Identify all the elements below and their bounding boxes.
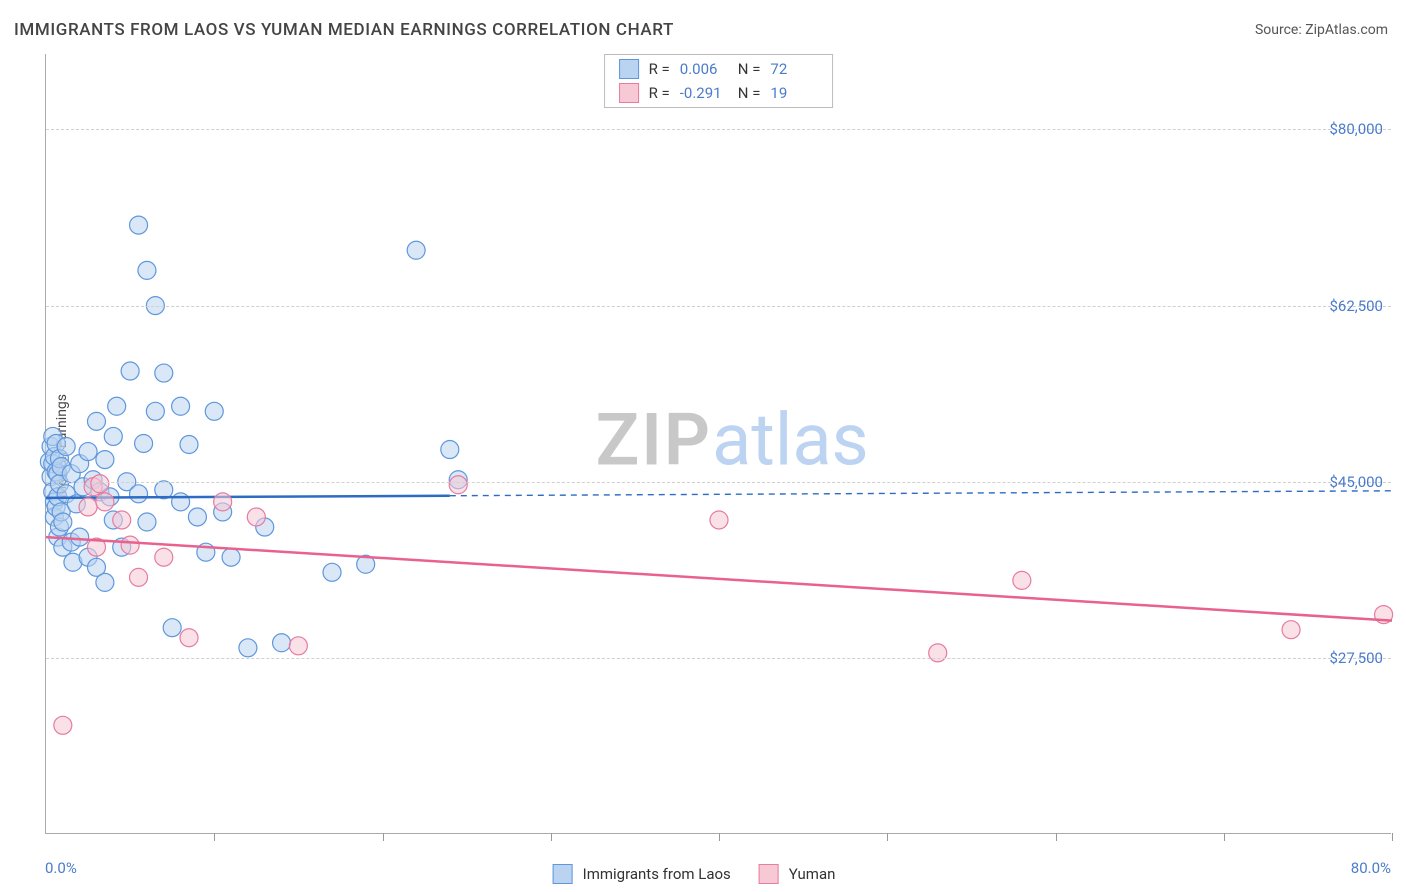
r-label: R =: [649, 84, 670, 102]
laos-r-value: 0.006: [680, 60, 728, 78]
gridline-horizontal: [46, 482, 1391, 483]
x-tick: [551, 833, 552, 841]
yuman-legend-swatch: [759, 864, 779, 884]
laos-point: [180, 436, 198, 454]
chart-title: IMMIGRANTS FROM LAOS VS YUMAN MEDIAN EAR…: [14, 20, 674, 40]
y-tick-label: $45,000: [1329, 473, 1383, 491]
source-value: ZipAtlas.com: [1305, 22, 1388, 38]
laos-point: [135, 434, 153, 452]
laos-swatch: [619, 59, 639, 79]
yuman-n-value: 19: [770, 84, 818, 102]
yuman-point: [155, 548, 173, 566]
laos-point: [205, 402, 223, 420]
laos-point: [54, 513, 72, 531]
laos-point: [71, 528, 89, 546]
laos-point: [108, 397, 126, 415]
n-label: N =: [738, 60, 761, 78]
y-tick-label: $62,500: [1329, 297, 1383, 315]
laos-point: [172, 493, 190, 511]
laos-point: [146, 402, 164, 420]
x-axis-max-label: 80.0%: [1351, 859, 1391, 877]
gridline-horizontal: [46, 658, 1391, 659]
yuman-r-value: -0.291: [680, 84, 728, 102]
laos-point: [155, 364, 173, 382]
yuman-point: [130, 568, 148, 586]
source-label: Source:: [1255, 22, 1305, 38]
chart-canvas: [46, 54, 1391, 833]
yuman-point: [449, 476, 467, 494]
laos-point: [138, 513, 156, 531]
yuman-point: [710, 511, 728, 529]
laos-point: [188, 508, 206, 526]
plot-area: ZIPatlas R = 0.006N = 72R = -0.291N = 19…: [45, 54, 1391, 834]
yuman-swatch: [619, 83, 639, 103]
yuman-trendline: [46, 537, 1392, 621]
gridline-horizontal: [46, 129, 1391, 130]
y-tick-label: $80,000: [1329, 120, 1383, 138]
yuman-point: [929, 644, 947, 662]
x-tick: [383, 833, 384, 841]
laos-point: [87, 412, 105, 430]
yuman-point: [113, 511, 131, 529]
laos-point: [79, 443, 97, 461]
laos-n-value: 72: [770, 60, 818, 78]
laos-legend-label: Immigrants from Laos: [583, 865, 731, 883]
source-attribution: Source: ZipAtlas.com: [1255, 22, 1388, 38]
yuman-point: [1282, 621, 1300, 639]
yuman-point: [289, 637, 307, 655]
gridline-horizontal: [46, 306, 1391, 307]
laos-legend-swatch: [553, 864, 573, 884]
laos-point: [130, 485, 148, 503]
r-label: R =: [649, 60, 670, 78]
laos-point: [323, 563, 341, 581]
x-tick: [719, 833, 720, 841]
laos-point: [57, 438, 75, 456]
yuman-point: [91, 475, 109, 493]
y-tick-label: $27,500: [1329, 649, 1383, 667]
yuman-point: [54, 716, 72, 734]
laos-point: [96, 573, 114, 591]
laos-point: [239, 639, 257, 657]
yuman-point: [214, 493, 232, 511]
yuman-point: [121, 536, 139, 554]
laos-point: [138, 261, 156, 279]
laos-point: [163, 619, 181, 637]
laos-point: [96, 451, 114, 469]
yuman-point: [180, 629, 198, 647]
stats-legend: R = 0.006 N = 72 R = -0.291 N = 19: [604, 54, 834, 108]
yuman-point: [96, 493, 114, 511]
stats-legend-row-laos: R = 0.006 N = 72: [605, 57, 833, 81]
x-tick: [1056, 833, 1057, 841]
yuman-point: [79, 498, 97, 516]
laos-trendline-extrapolated: [450, 491, 1392, 496]
x-axis-min-label: 0.0%: [45, 859, 77, 877]
laos-point: [222, 548, 240, 566]
laos-point: [104, 427, 122, 445]
x-tick: [1224, 833, 1225, 841]
x-tick: [1392, 833, 1393, 841]
laos-point: [130, 216, 148, 234]
x-tick: [214, 833, 215, 841]
laos-point: [441, 441, 459, 459]
laos-point: [172, 397, 190, 415]
x-tick: [887, 833, 888, 841]
laos-point: [273, 634, 291, 652]
yuman-point: [247, 508, 265, 526]
series-legend: Immigrants from Laos Yuman: [553, 864, 854, 884]
laos-point: [121, 362, 139, 380]
stats-legend-row-yuman: R = -0.291 N = 19: [605, 81, 833, 105]
yuman-point: [1013, 571, 1031, 589]
laos-point: [407, 241, 425, 259]
n-label: N =: [738, 84, 761, 102]
yuman-legend-label: Yuman: [789, 865, 836, 883]
